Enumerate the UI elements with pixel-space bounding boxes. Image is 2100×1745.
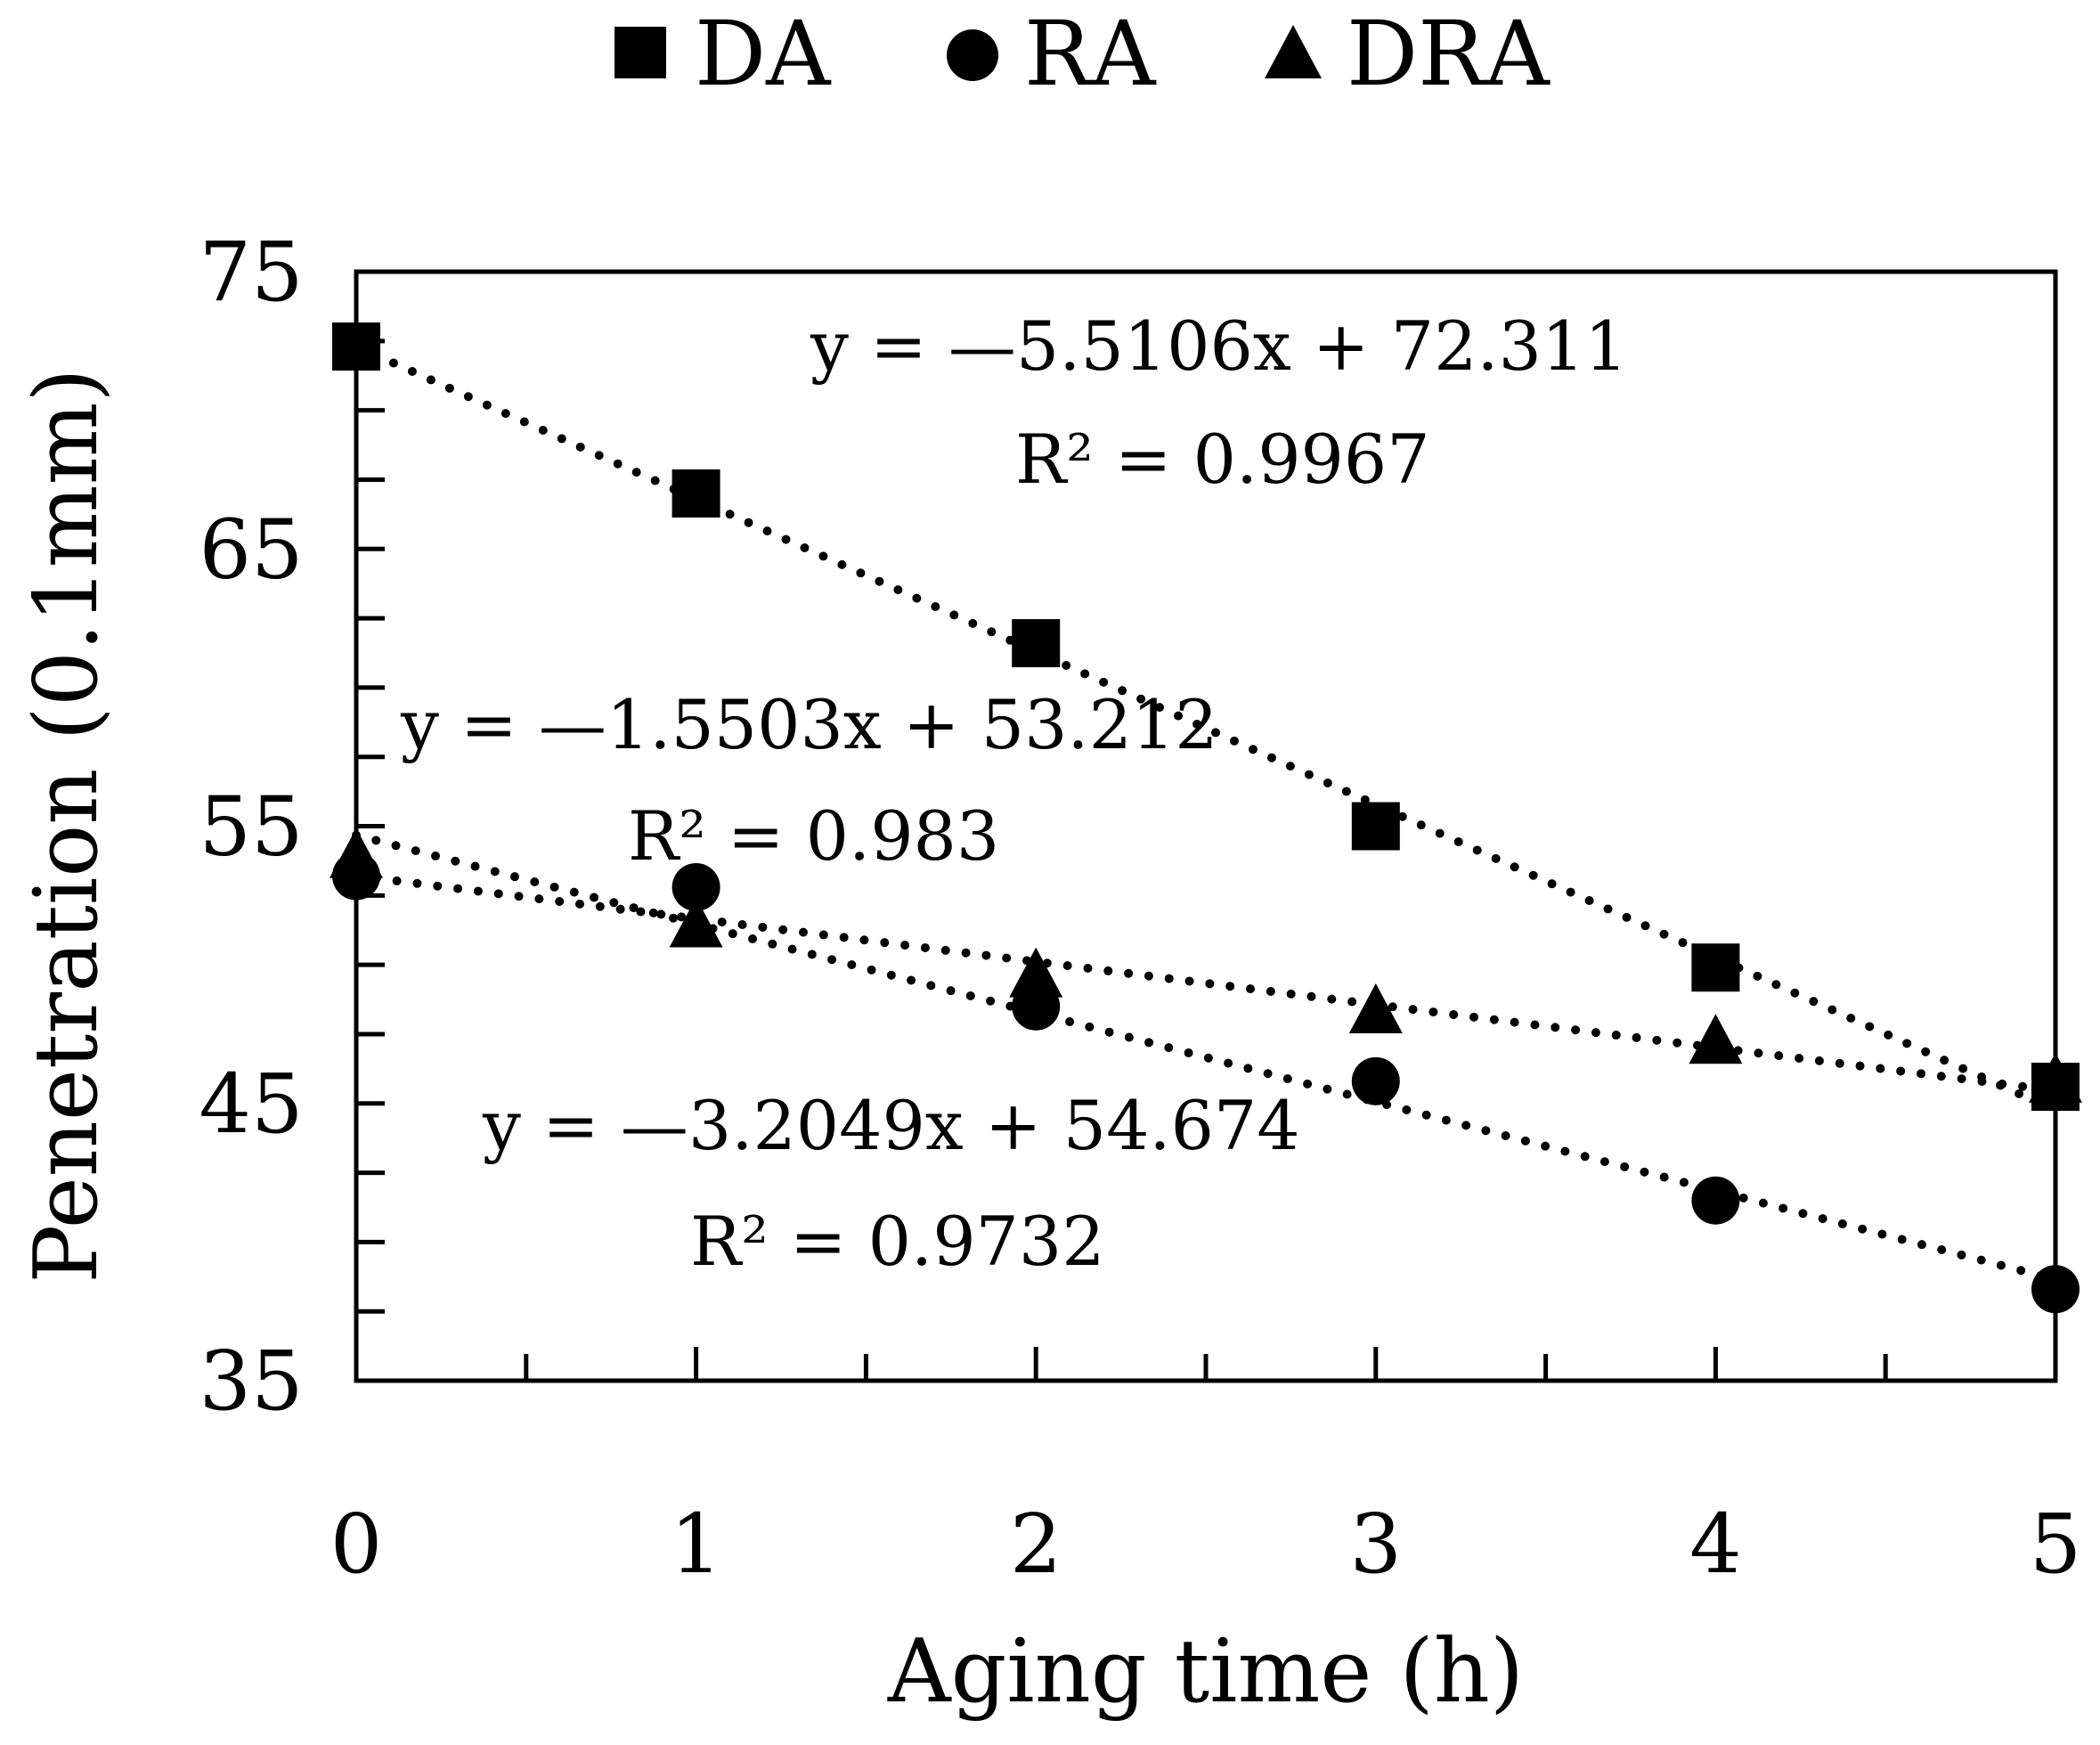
y-tick-label: 45 (199, 1056, 303, 1152)
point-ra (332, 852, 380, 901)
equation-annotations: y = —5.5106x + 72.311 R² = 0.9967 y = —1… (400, 306, 1628, 1281)
y-tick-label: 65 (199, 501, 303, 597)
ra-r2: R² = 0.9732 (690, 1202, 1105, 1281)
legend-item-ra: RA (947, 2, 1157, 106)
point-da (332, 322, 380, 371)
dra-equation: y = —1.5503x + 53.212 (400, 685, 1218, 764)
point-ra (1012, 982, 1061, 1031)
x-tick-label: 4 (1689, 1496, 1742, 1592)
y-axis-title: Penetration (0.1mm) (16, 368, 118, 1283)
trendline-da (352, 341, 2060, 1115)
legend: DA RA DRA (615, 2, 1551, 106)
point-ra (2031, 1265, 2080, 1314)
legend-item-da: DA (615, 2, 832, 106)
ra-equation: y = —3.2049x + 54.674 (482, 1086, 1300, 1165)
point-da (1691, 943, 1740, 992)
y-tick-label: 35 (199, 1333, 303, 1429)
point-ra (672, 862, 720, 911)
y-tick-label: 75 (199, 224, 303, 320)
point-da (672, 469, 720, 518)
legend-label-dra: DRA (1347, 2, 1551, 106)
da-r2: R² = 0.9967 (1015, 420, 1430, 499)
point-dra (1348, 983, 1403, 1034)
legend-label-ra: RA (1024, 2, 1157, 106)
dra-r2: R² = 0.983 (628, 796, 999, 876)
trendline-ra (352, 830, 2060, 1284)
x-tick-label: 3 (1350, 1496, 1403, 1592)
point-da (1012, 619, 1061, 668)
point-ra (1691, 1176, 1740, 1225)
data-markers (330, 322, 2082, 1314)
x-tick-label: 2 (1010, 1496, 1062, 1592)
da-equation: y = —5.5106x + 72.311 (810, 306, 1628, 386)
trendlines (352, 341, 2060, 1284)
point-dra (1009, 947, 1063, 998)
x-tick-label: 0 (330, 1496, 383, 1592)
point-da (2031, 1063, 2080, 1112)
point-da (1351, 802, 1400, 851)
point-ra (1351, 1056, 1400, 1105)
point-dra (669, 897, 723, 948)
trendline-dra (352, 871, 2060, 1096)
y-tick-label: 55 (199, 779, 303, 875)
x-tick-label: 5 (2030, 1496, 2082, 1592)
point-dra (1689, 1014, 1743, 1064)
x-axis-title: Aging time (h) (887, 1621, 1524, 1723)
legend-triangle-marker (1265, 25, 1322, 78)
legend-label-da: DA (695, 2, 832, 106)
legend-item-dra: DRA (1265, 2, 1551, 106)
legend-square-marker (615, 27, 666, 78)
legend-circle-marker (947, 29, 998, 81)
x-tick-label: 1 (670, 1496, 722, 1592)
